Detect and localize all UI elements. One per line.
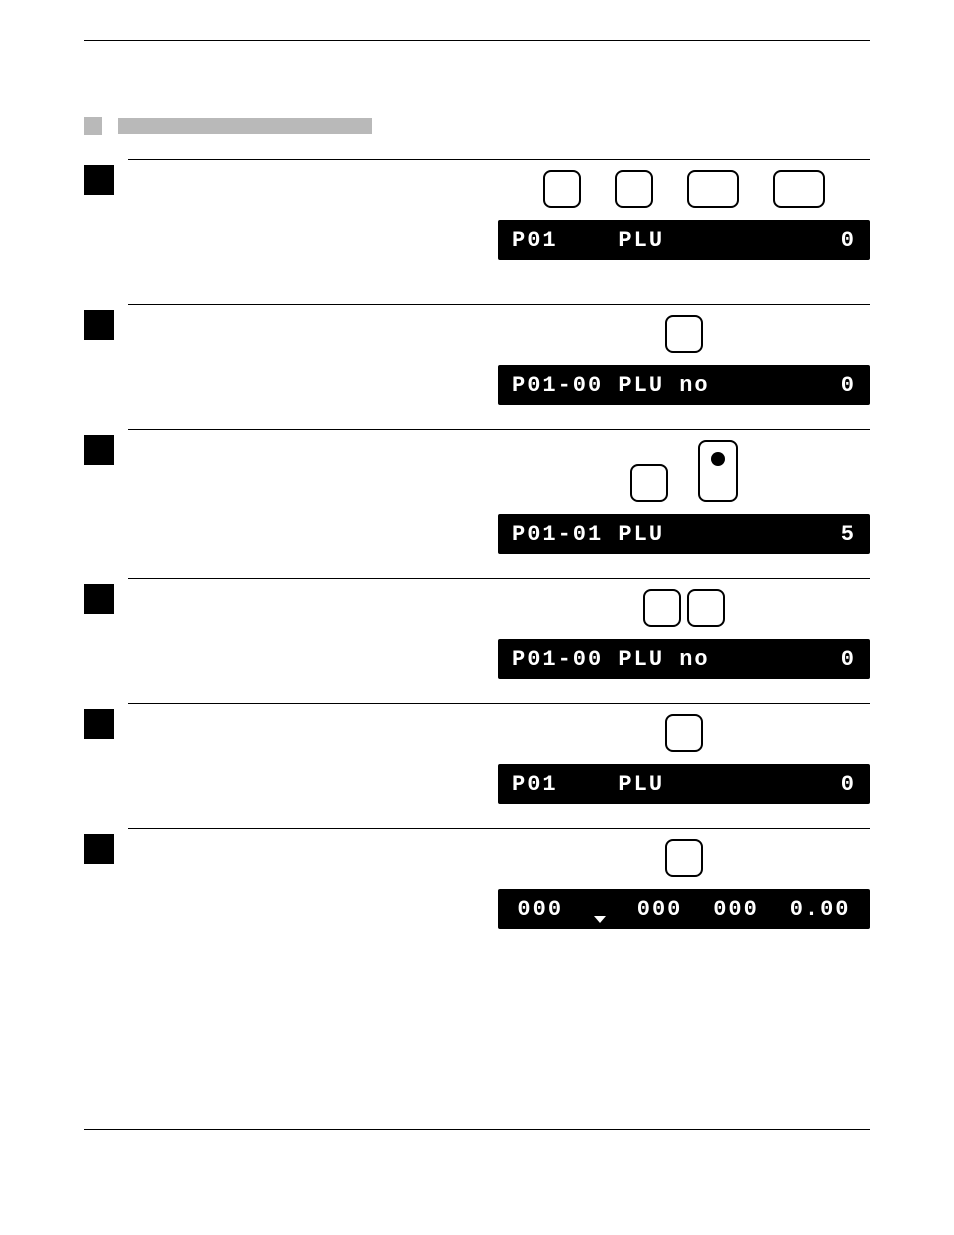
step-5: P01 PLU 0	[84, 703, 870, 804]
section-heading	[84, 117, 870, 135]
step-number-box	[84, 584, 114, 614]
lcd-text-left: P01 PLU	[512, 772, 664, 797]
step-description-area	[128, 839, 488, 929]
lcd-text-right: 0	[841, 772, 856, 797]
tall-key-button[interactable]	[698, 440, 738, 502]
key-row	[498, 315, 870, 353]
step-description-area	[128, 714, 488, 804]
key-button-wide[interactable]	[687, 170, 739, 208]
key-button[interactable]	[630, 464, 668, 502]
key-row	[498, 839, 870, 877]
step-description-area	[128, 315, 488, 405]
lcd-segment: 000	[713, 897, 759, 922]
step-number-box	[84, 165, 114, 195]
step-6: 000 000 000 0.00	[84, 828, 870, 929]
lcd-display-multi: 000 000 000 0.00	[498, 889, 870, 929]
key-button[interactable]	[665, 315, 703, 353]
heading-bar	[118, 118, 372, 134]
circle-icon	[711, 452, 725, 466]
lcd-segment: 000	[517, 897, 563, 922]
lcd-text-right: 0	[841, 373, 856, 398]
lcd-display: P01 PLU 0	[498, 220, 870, 260]
lcd-text-right: 5	[841, 522, 856, 547]
key-button[interactable]	[665, 839, 703, 877]
lcd-display: P01-01 PLU 5	[498, 514, 870, 554]
key-button[interactable]	[543, 170, 581, 208]
lcd-display: P01 PLU 0	[498, 764, 870, 804]
lcd-text-left: P01-00 PLU no	[512, 373, 710, 398]
key-row	[498, 440, 870, 502]
top-rule	[84, 40, 870, 41]
step-description-area	[128, 170, 488, 260]
step-1: P01 PLU 0	[84, 159, 870, 260]
step-number-box	[84, 310, 114, 340]
key-button[interactable]	[643, 589, 681, 627]
lcd-display: P01-00 PLU no 0	[498, 639, 870, 679]
key-row	[498, 714, 870, 752]
step-4: P01-00 PLU no 0	[84, 578, 870, 679]
page-container: P01 PLU 0	[0, 0, 954, 1170]
lcd-segment: 0.00	[790, 897, 851, 922]
key-button-wide[interactable]	[773, 170, 825, 208]
step-description-area	[128, 440, 488, 554]
step-number-box	[84, 709, 114, 739]
step-number-box	[84, 435, 114, 465]
key-button[interactable]	[687, 589, 725, 627]
lcd-text-left: P01-01 PLU	[512, 522, 664, 547]
step-3: P01-01 PLU 5	[84, 429, 870, 554]
step-number-box	[84, 834, 114, 864]
caret-down-icon	[594, 916, 606, 923]
key-row	[498, 589, 870, 627]
heading-bullet-icon	[84, 117, 102, 135]
lcd-text-left: P01 PLU	[512, 228, 664, 253]
bottom-rule	[84, 1129, 870, 1130]
lcd-display: P01-00 PLU no 0	[498, 365, 870, 405]
key-button[interactable]	[615, 170, 653, 208]
lcd-text-right: 0	[841, 228, 856, 253]
step-description-area	[128, 589, 488, 679]
lcd-text-left: P01-00 PLU no	[512, 647, 710, 672]
step-2: P01-00 PLU no 0	[84, 304, 870, 405]
lcd-segment: 000	[637, 897, 683, 922]
key-button[interactable]	[665, 714, 703, 752]
key-row	[498, 170, 870, 208]
lcd-text-right: 0	[841, 647, 856, 672]
